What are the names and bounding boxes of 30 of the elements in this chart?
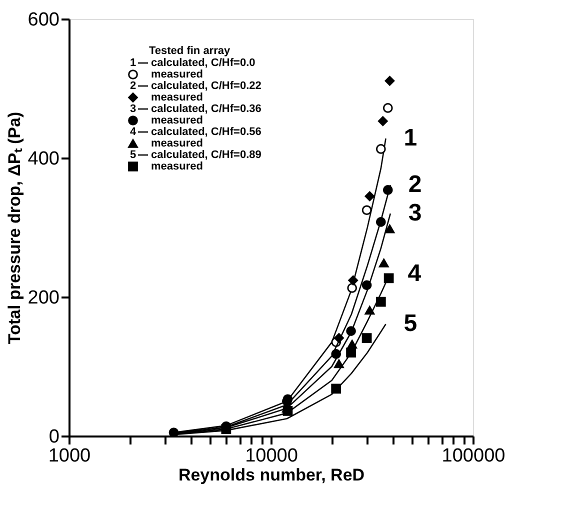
y-tick-label: 200 bbox=[28, 288, 60, 308]
legend-label: measured bbox=[151, 68, 203, 80]
text: 5 bbox=[130, 149, 136, 161]
legend-label: measured bbox=[151, 138, 203, 150]
text: 2 bbox=[130, 80, 136, 92]
annotation: 2 bbox=[408, 171, 422, 198]
legend-label: calculated, C/Hf=0.56 bbox=[151, 126, 262, 138]
annotation: 1 bbox=[404, 124, 418, 152]
legend-label: calculated, C/Hf=0.36 bbox=[151, 103, 262, 115]
legend-label: measured bbox=[151, 114, 203, 126]
y-axis-title: Total pressure drop, ΔPₜ (Pa) bbox=[4, 112, 24, 344]
legend-label: measured bbox=[151, 160, 203, 172]
legend-label: calculated, C/Hf=0.89 bbox=[151, 149, 262, 161]
x-tick-label: 10000 bbox=[245, 446, 298, 466]
legend-label: calculated, C/Hf=0.0 bbox=[151, 57, 256, 69]
legend-label: measured bbox=[151, 92, 203, 104]
text: 3 bbox=[130, 103, 136, 115]
x-tick-label: 100000 bbox=[442, 446, 506, 466]
text: 1 bbox=[130, 57, 136, 69]
annotation: 5 bbox=[404, 310, 418, 338]
annotation: 3 bbox=[408, 200, 422, 227]
y-tick-label: 0 bbox=[48, 426, 60, 448]
legend-label: calculated, C/Hf=0.22 bbox=[151, 80, 262, 92]
text: 4 bbox=[130, 126, 136, 138]
annotation: 4 bbox=[408, 260, 422, 288]
legend-title: Tested fin array bbox=[149, 45, 231, 57]
x-tick-label: 1000 bbox=[48, 446, 91, 466]
x-axis-title: Reynolds number, ReD bbox=[178, 466, 365, 484]
y-tick-label: 600 bbox=[28, 10, 60, 30]
y-tick-label: 400 bbox=[28, 148, 60, 170]
